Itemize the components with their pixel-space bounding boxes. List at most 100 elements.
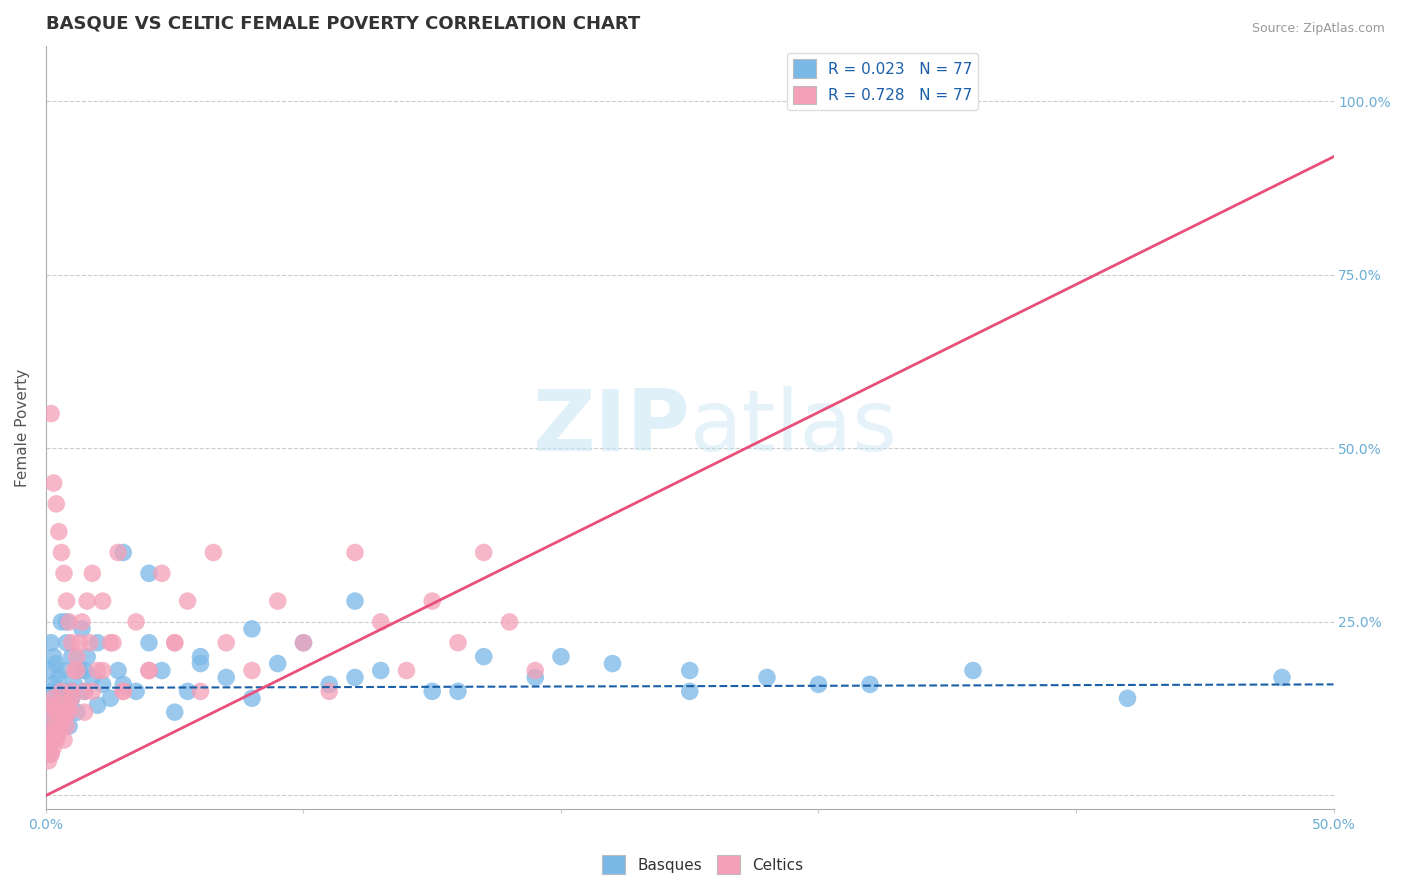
Point bbox=[1116, 691, 1139, 706]
Point bbox=[38, 733, 60, 747]
Point bbox=[107, 664, 129, 678]
Point bbox=[60, 636, 83, 650]
Point bbox=[756, 670, 779, 684]
Point bbox=[45, 698, 67, 713]
Text: Source: ZipAtlas.com: Source: ZipAtlas.com bbox=[1251, 22, 1385, 36]
Point bbox=[112, 677, 135, 691]
Point bbox=[138, 664, 160, 678]
Point bbox=[38, 705, 60, 719]
Point bbox=[163, 636, 186, 650]
Point bbox=[420, 684, 443, 698]
Point bbox=[292, 636, 315, 650]
Point bbox=[48, 726, 70, 740]
Point bbox=[48, 705, 70, 719]
Point bbox=[343, 545, 366, 559]
Point bbox=[53, 566, 76, 581]
Y-axis label: Female Poverty: Female Poverty bbox=[15, 368, 30, 487]
Point bbox=[70, 615, 93, 629]
Point bbox=[42, 733, 65, 747]
Point bbox=[39, 726, 62, 740]
Point bbox=[45, 726, 67, 740]
Point bbox=[39, 747, 62, 761]
Point bbox=[176, 594, 198, 608]
Point bbox=[79, 636, 101, 650]
Point bbox=[447, 636, 470, 650]
Point bbox=[60, 691, 83, 706]
Point bbox=[42, 739, 65, 754]
Point bbox=[190, 684, 212, 698]
Point bbox=[82, 684, 104, 698]
Point bbox=[807, 677, 830, 691]
Point bbox=[240, 622, 263, 636]
Point bbox=[58, 698, 80, 713]
Point bbox=[55, 684, 77, 698]
Point bbox=[39, 698, 62, 713]
Point bbox=[48, 712, 70, 726]
Point bbox=[859, 677, 882, 691]
Point bbox=[82, 566, 104, 581]
Point bbox=[58, 719, 80, 733]
Point bbox=[45, 497, 67, 511]
Point bbox=[51, 545, 73, 559]
Point bbox=[38, 747, 60, 761]
Point bbox=[962, 664, 984, 678]
Point bbox=[343, 594, 366, 608]
Point bbox=[38, 705, 60, 719]
Point bbox=[39, 747, 62, 761]
Point bbox=[150, 566, 173, 581]
Point bbox=[101, 636, 124, 650]
Point bbox=[58, 615, 80, 629]
Point bbox=[370, 615, 392, 629]
Point bbox=[73, 664, 96, 678]
Point bbox=[86, 636, 108, 650]
Point bbox=[82, 670, 104, 684]
Point bbox=[55, 594, 77, 608]
Point bbox=[318, 677, 340, 691]
Point bbox=[42, 719, 65, 733]
Point bbox=[48, 698, 70, 713]
Point bbox=[42, 677, 65, 691]
Point bbox=[190, 649, 212, 664]
Point bbox=[202, 545, 225, 559]
Point bbox=[39, 733, 62, 747]
Point bbox=[42, 719, 65, 733]
Point bbox=[112, 684, 135, 698]
Point bbox=[163, 705, 186, 719]
Point bbox=[73, 684, 96, 698]
Text: ZIP: ZIP bbox=[531, 386, 690, 469]
Legend: R = 0.023   N = 77, R = 0.728   N = 77: R = 0.023 N = 77, R = 0.728 N = 77 bbox=[786, 54, 979, 111]
Point bbox=[602, 657, 624, 671]
Point bbox=[39, 733, 62, 747]
Point bbox=[107, 545, 129, 559]
Point bbox=[524, 664, 547, 678]
Point bbox=[38, 754, 60, 768]
Legend: Basques, Celtics: Basques, Celtics bbox=[596, 849, 810, 880]
Point bbox=[51, 691, 73, 706]
Point bbox=[66, 664, 89, 678]
Point bbox=[53, 712, 76, 726]
Point bbox=[679, 684, 702, 698]
Point bbox=[38, 664, 60, 678]
Point bbox=[63, 664, 86, 678]
Point bbox=[69, 636, 91, 650]
Point bbox=[370, 664, 392, 678]
Point bbox=[45, 733, 67, 747]
Point bbox=[73, 684, 96, 698]
Point bbox=[150, 664, 173, 678]
Point bbox=[215, 670, 238, 684]
Point bbox=[70, 622, 93, 636]
Point bbox=[91, 594, 114, 608]
Point bbox=[472, 545, 495, 559]
Point bbox=[91, 677, 114, 691]
Point bbox=[125, 684, 148, 698]
Point bbox=[66, 649, 89, 664]
Point bbox=[447, 684, 470, 698]
Point bbox=[472, 649, 495, 664]
Point bbox=[48, 670, 70, 684]
Point bbox=[86, 664, 108, 678]
Text: BASQUE VS CELTIC FEMALE POVERTY CORRELATION CHART: BASQUE VS CELTIC FEMALE POVERTY CORRELAT… bbox=[46, 15, 640, 33]
Point bbox=[53, 733, 76, 747]
Point bbox=[76, 594, 98, 608]
Point bbox=[60, 684, 83, 698]
Point bbox=[66, 705, 89, 719]
